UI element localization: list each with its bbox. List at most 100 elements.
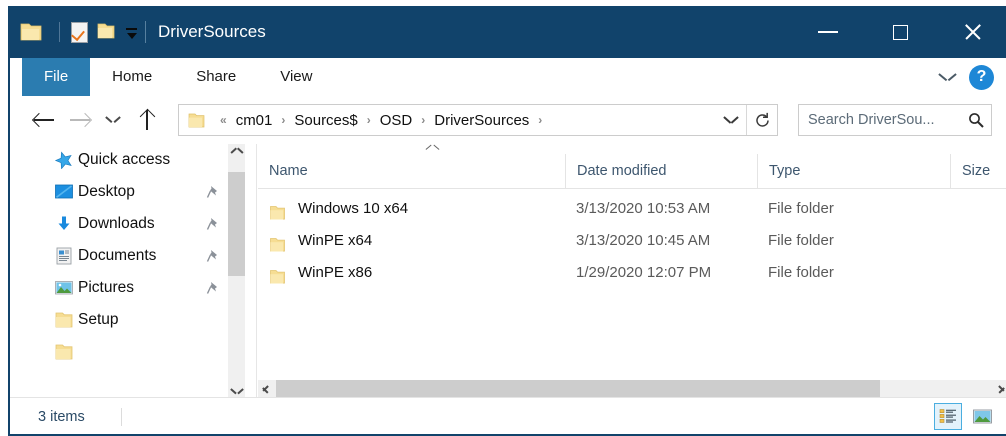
breadcrumb-overflow[interactable]: « [220,113,227,127]
folder-icon [20,23,42,42]
column-header-type[interactable]: Type [757,154,950,188]
breadcrumb-item-driversources[interactable]: DriverSources [434,111,530,129]
breadcrumb-separator[interactable]: › [421,113,426,127]
large-icons-view-icon[interactable] [968,403,996,430]
forward-arrow-icon [62,104,96,136]
tab-home[interactable]: Home [112,68,153,85]
refresh-icon[interactable] [747,112,777,129]
pane-splitter[interactable] [256,144,257,398]
scroll-down-icon[interactable] [228,381,245,398]
new-folder-icon[interactable] [96,22,116,42]
quick-access-toolbar: DriverSources [20,18,266,46]
file-list-pane: Name Date modified Type Size Windows 10 [258,144,1006,398]
customize-qat-icon[interactable] [123,27,139,39]
address-divider [746,105,747,135]
desktop-icon [54,183,74,201]
address-bar[interactable]: « cm01 › Sources$ › OSD › DriverSources … [178,104,778,136]
breadcrumb-item-sources[interactable]: Sources$ [294,111,358,129]
file-name-label: Windows 10 x64 [298,200,409,217]
pin-icon[interactable] [206,217,220,231]
table-row[interactable]: Windows 10 x64 3/13/2020 10:53 AM File f… [258,193,1006,225]
sidebar-item-clipped[interactable] [10,336,226,368]
tab-view[interactable]: View [280,68,313,85]
back-arrow-icon[interactable] [28,104,62,136]
sort-ascending-icon [426,146,438,153]
column-header-date-modified[interactable]: Date modified [565,154,757,188]
file-type-cell: File folder [768,232,834,249]
window-title: DriverSources [158,22,266,41]
tab-share[interactable]: Share [196,68,237,85]
hscroll-thumb[interactable] [276,380,880,398]
item-count-label: 3 items [38,409,85,425]
file-rows: Windows 10 x64 3/13/2020 10:53 AM File f… [258,193,1006,289]
explorer-body: Quick access Desktop [10,144,1006,398]
file-date-cell: 3/13/2020 10:45 AM [576,232,711,249]
scroll-right-icon[interactable] [990,380,1006,398]
scroll-up-icon[interactable] [228,144,245,161]
details-view-icon[interactable] [934,403,962,430]
file-name-label: WinPE x86 [298,264,373,281]
recent-locations-icon[interactable] [96,104,130,136]
minimize-icon[interactable] [792,6,864,58]
nav-pane-scrollbar[interactable] [228,144,245,398]
scroll-left-icon[interactable] [258,380,276,398]
file-size-cell [950,193,1006,225]
qat-separator-1 [59,22,60,42]
breadcrumb-separator[interactable]: › [281,113,286,127]
file-name-cell[interactable]: Windows 10 x64 [258,193,565,225]
file-name-cell[interactable]: WinPE x64 [258,225,565,257]
sidebar-item-desktop[interactable]: Desktop [10,176,226,208]
sidebar-item-downloads[interactable]: Downloads [10,208,226,240]
pin-icon[interactable] [206,185,220,199]
folder-icon [269,265,286,284]
search-input[interactable]: Search DriverSou... [808,112,935,128]
address-bar-row: « cm01 › Sources$ › OSD › DriverSources … [10,96,1006,144]
status-separator [121,408,122,426]
up-arrow-icon[interactable] [130,104,164,136]
sidebar-item-setup[interactable]: Setup [10,304,226,336]
title-bar: DriverSources [10,6,1006,58]
column-headers: Name Date modified Type Size [258,154,1006,189]
sidebar-label: Downloads [78,215,155,232]
hscroll-track[interactable] [276,380,990,398]
nav-scroll-thumb[interactable] [228,172,245,276]
folder-icon [269,233,286,252]
address-bar-controls [716,105,777,135]
sidebar-label: Setup [78,311,119,328]
sidebar-label: Documents [78,247,157,264]
pin-icon[interactable] [206,281,220,295]
table-row[interactable]: WinPE x64 3/13/2020 10:45 AM File folder [258,225,1006,257]
file-list-horizontal-scrollbar[interactable] [258,380,1006,398]
navigation-buttons [28,104,164,136]
properties-icon[interactable] [69,22,89,43]
status-bar: 3 items [10,397,1006,436]
sidebar-item-pictures[interactable]: Pictures [10,272,226,304]
search-icon[interactable] [961,112,991,128]
chevron-down-icon[interactable] [940,73,955,82]
maximize-icon[interactable] [864,6,936,58]
search-box[interactable]: Search DriverSou... [798,104,992,136]
tab-file[interactable]: File [22,58,91,96]
column-header-size[interactable]: Size [950,154,1006,188]
sidebar-label: Quick access [78,151,171,168]
address-folder-icon [188,113,205,128]
view-mode-buttons [934,403,996,431]
folder-icon [269,201,286,220]
help-icon[interactable]: ? [969,64,994,90]
navigation-pane: Quick access Desktop [10,144,226,398]
file-name-cell[interactable]: WinPE x86 [258,257,565,289]
close-icon[interactable] [936,6,1006,58]
sidebar-item-quick-access[interactable]: Quick access [10,144,226,176]
address-dropdown-icon[interactable] [716,115,746,125]
breadcrumb-item-osd[interactable]: OSD [379,111,413,129]
table-row[interactable]: WinPE x86 1/29/2020 12:07 PM File folder [258,257,1006,289]
breadcrumb-separator[interactable]: › [538,113,543,127]
sidebar-item-documents[interactable]: Documents [10,240,226,272]
sidebar-label: Desktop [78,183,135,200]
breadcrumb-separator[interactable]: › [366,113,371,127]
column-header-name[interactable]: Name [269,163,308,179]
file-date-cell: 1/29/2020 12:07 PM [576,264,712,281]
pin-icon[interactable] [206,249,220,263]
breadcrumb-item-cm01[interactable]: cm01 [235,111,273,129]
file-size-cell [950,225,1006,257]
